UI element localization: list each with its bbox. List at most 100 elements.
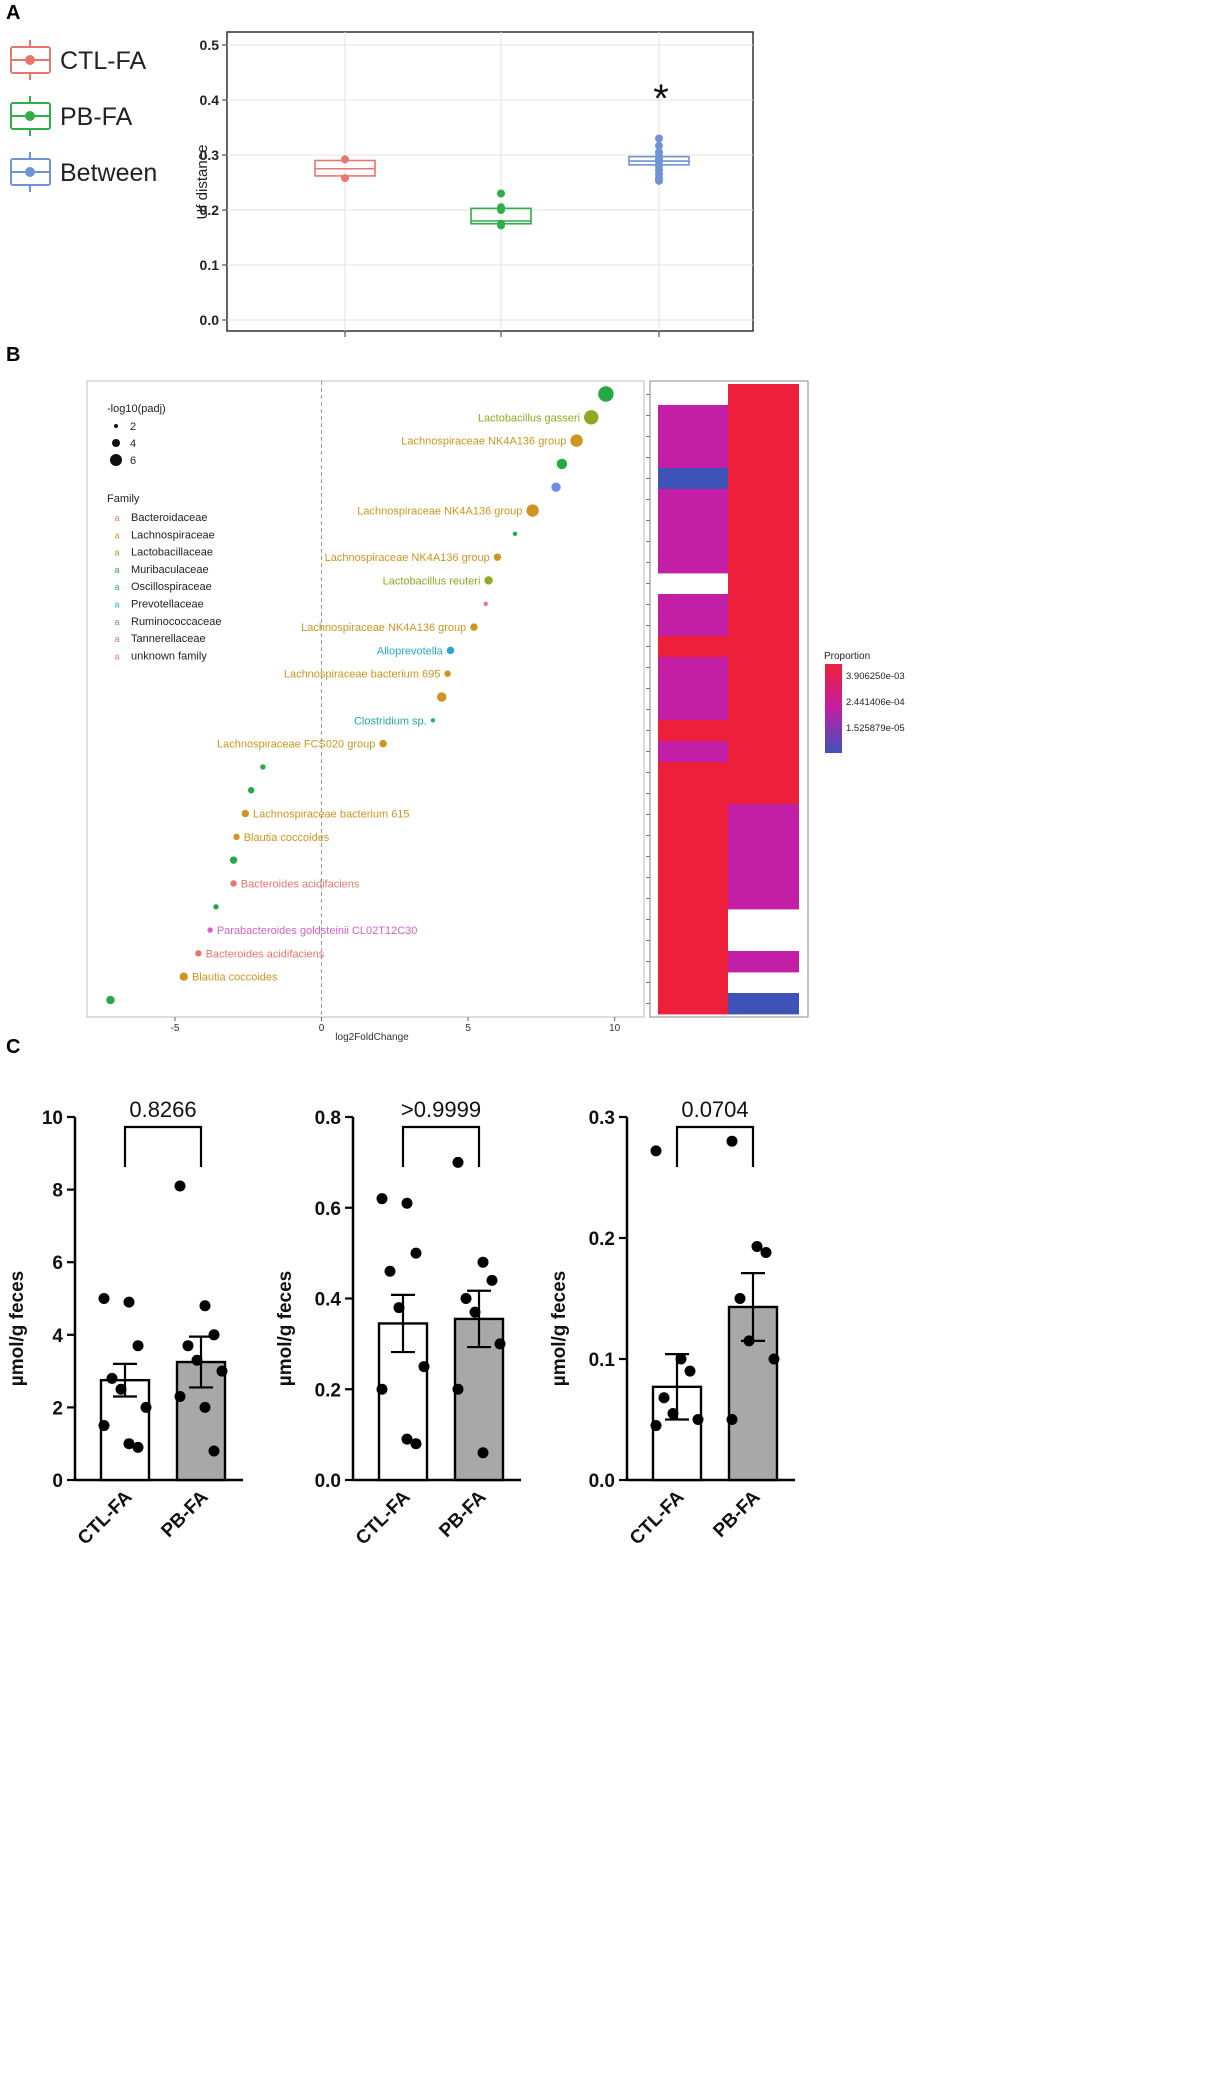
scfa-chart-acetate: Acetate0246810µmol/g fecesCTL-FAPB-FA0.8… (7, 1097, 243, 1549)
family-legend-glyph: a (114, 513, 119, 523)
taxon-point (598, 386, 614, 402)
y-tick-label: 6 (52, 1253, 63, 1274)
heat-cell-pb (728, 573, 799, 595)
heat-cell-pb (728, 636, 799, 658)
y-tick-label: 0.0 (200, 312, 220, 328)
data-point (182, 1340, 194, 1352)
data-point (208, 1329, 220, 1341)
heat-cell-ctl (658, 909, 728, 931)
family-legend-glyph: a (114, 617, 119, 627)
heat-cell-ctl (658, 720, 728, 742)
taxon-label: Lachnospiraceae bacterium 615 (253, 809, 410, 821)
family-legend-glyph: a (114, 582, 119, 592)
significance-star: * (653, 77, 669, 121)
scatter-xlabel: log2FoldChange (335, 1032, 409, 1043)
heat-cell-pb (728, 825, 799, 847)
heat-cell-ctl (658, 594, 728, 616)
data-point (199, 1300, 211, 1312)
x-tick-label: -5 (170, 1023, 179, 1034)
taxon-label: Alloprevotella (377, 645, 444, 657)
size-legend-label: 2 (130, 421, 136, 433)
point-CTL-FA (341, 155, 349, 164)
x-tick-label: PB-FA (709, 1486, 764, 1541)
heat-cell-pb (728, 594, 799, 616)
p-value: >0.9999 (401, 1097, 481, 1122)
point-Between (655, 141, 663, 150)
heat-cell-ctl (658, 489, 728, 511)
family-legend-glyph: a (114, 600, 119, 610)
heat-cell-ctl (658, 846, 728, 868)
heat-cell-ctl (658, 951, 728, 973)
log2foldchange-scatter: -log10(padj) 2 4 6 Family a Bacteroidaceae a Lac… (86, 380, 905, 1043)
x-tick-label: PB-FA (435, 1486, 490, 1541)
data-point (98, 1293, 110, 1304)
heat-cell-pb (728, 384, 799, 406)
legend-label: CTL-FA (60, 47, 146, 75)
taxon-point (570, 434, 583, 447)
point-PB-FA (497, 221, 505, 230)
data-point (768, 1353, 780, 1365)
heat-cell-pb (728, 531, 799, 553)
data-point (743, 1335, 755, 1347)
y-tick-label: 0.5 (200, 37, 220, 53)
panel-label-b: B (6, 344, 21, 366)
x-tick-label: 10 (609, 1023, 621, 1034)
heat-cell-pb (728, 888, 799, 910)
y-tick-label: 0.2 (315, 1380, 341, 1401)
y-tick-label: 0.8 (315, 1108, 341, 1129)
taxon-point (229, 856, 238, 864)
x-tick-label: PB-FA (157, 1486, 212, 1541)
family-legend-glyph: a (114, 651, 119, 661)
family-legend-label: unknown family (131, 650, 207, 662)
data-point (132, 1340, 144, 1352)
y-tick-label: 0.2 (200, 202, 220, 218)
x-tick-label: CTL-FA (352, 1486, 415, 1549)
data-point (477, 1447, 489, 1459)
y-tick-label: 0.0 (315, 1471, 341, 1492)
heat-cell-ctl (658, 888, 728, 910)
data-point (460, 1293, 472, 1304)
data-point (199, 1401, 211, 1413)
taxon-label: Lachnospiraceae NK4A136 group (301, 622, 466, 634)
heat-cell-pb (728, 720, 799, 742)
heat-cell-pb (728, 552, 799, 574)
data-point (208, 1445, 220, 1457)
data-point (115, 1383, 127, 1395)
heat-cell-pb (728, 405, 799, 427)
heat-cell-ctl (658, 825, 728, 847)
heat-cell-pb (728, 741, 799, 763)
y-tick-label: 0 (52, 1471, 63, 1492)
heat-cell-ctl (658, 762, 728, 784)
heat-cell-pb (728, 762, 799, 784)
y-tick-label: 8 (52, 1181, 63, 1202)
family-legend-label: Tannerellaceae (131, 633, 206, 645)
heat-cell-pb (728, 447, 799, 469)
taxon-point (260, 764, 266, 770)
heat-cell-pb (728, 468, 799, 490)
family-legend-glyph: a (114, 530, 119, 540)
taxon-point (470, 623, 478, 631)
point-Between (655, 134, 663, 143)
heat-cell-ctl (658, 426, 728, 448)
colorbar-tick-label: 3.906250e-03 (846, 671, 905, 682)
heat-cell-ctl (658, 867, 728, 889)
data-point (675, 1353, 687, 1365)
heat-cell-ctl (658, 741, 728, 763)
y-tick-label: 0.6 (315, 1199, 341, 1220)
p-value: 0.0704 (681, 1097, 748, 1122)
taxon-point (247, 787, 255, 794)
taxon-label: Lachnospiraceae NK4A136 group (357, 506, 522, 518)
y-tick-label: 10 (42, 1108, 63, 1129)
family-legend-label: Lachnospiraceae (131, 529, 215, 541)
panel-label-c: C (6, 1036, 21, 1058)
data-point (401, 1433, 413, 1445)
family-legend-label: Ruminococcaceae (131, 616, 222, 628)
point-PB-FA (497, 189, 505, 198)
colorbar-title: Proportion (824, 651, 870, 662)
heat-cell-ctl (658, 657, 728, 679)
heat-cell-pb (728, 846, 799, 868)
y-tick-label: 0.2 (589, 1229, 615, 1250)
data-point (477, 1256, 489, 1268)
heat-cell-pb (728, 426, 799, 448)
taxon-point (437, 692, 447, 702)
